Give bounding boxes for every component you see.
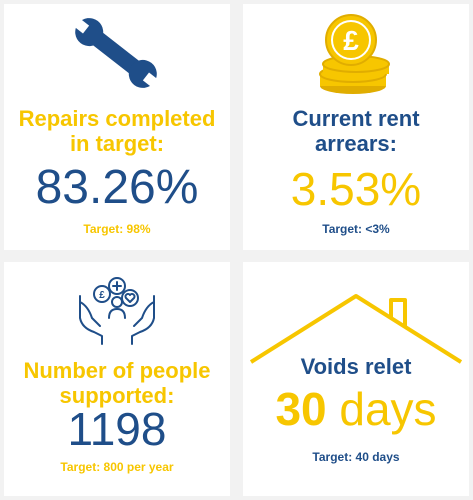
voids-relet-value: 30 days [243,386,469,432]
rent-arrears-value: 3.53% [290,163,422,215]
rent-arrears-card: £ Current rent arrears: 3.53% Target: <3… [243,4,469,250]
people-supported-target: Target: 800 per year [60,460,174,474]
wrench-icon [71,17,161,89]
repairs-title: Repairs completed in target: [18,106,216,156]
repairs-card: Repairs completed in target: 83.26% Targ… [4,4,230,250]
pound-coins-icon: £ [319,14,390,94]
repairs-value: 83.26% [35,161,199,214]
svg-text:£: £ [343,25,359,56]
house-roof-icon [249,294,463,364]
rent-arrears-target: Target: <3% [322,222,390,236]
people-supported-title: Number of people supported: [23,358,211,408]
svg-text:£: £ [99,290,105,301]
hands-support-icon: £ [79,277,155,345]
voids-relet-unit: days [326,383,437,435]
rent-arrears-title: Current rent arrears: [292,106,420,156]
people-supported-card: £ Number of people supported: 1198 Targe… [4,262,230,496]
voids-relet-title: Voids relet [300,354,412,379]
voids-relet-number: 30 [275,383,327,435]
repairs-target: Target: 98% [83,222,151,236]
people-supported-value: 1198 [67,403,167,455]
voids-relet-target: Target: 40 days [312,450,400,464]
voids-relet-card: Voids relet 30 days Target: 40 days [243,262,469,496]
